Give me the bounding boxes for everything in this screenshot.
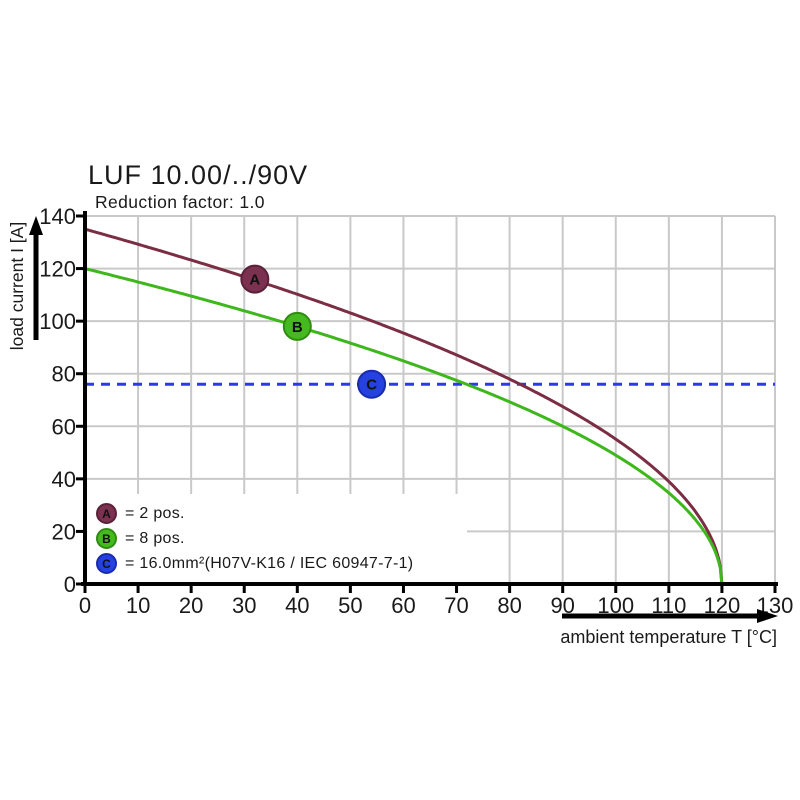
y-tick-label-20: 20 [52,519,76,544]
legend-background [87,494,467,582]
curve-8pos [84,267,724,585]
legend-item-b: B = 8 pos. [96,528,413,549]
x-tick-label-30: 30 [232,593,256,618]
legend-item-a-label: = 2 pos. [125,504,185,522]
marker-a [240,264,270,294]
marker-b [282,311,312,341]
y-tick-label-140: 140 [39,204,76,229]
legend-item-c-label: = 16.0mm²(H07V-K16 / IEC 60947-7-1) [125,554,414,572]
y-tick-label-80: 80 [52,362,76,387]
legend: A = 2 pos. B = 8 pos. C = 16.0mm²(H07V-K16 / … [96,503,413,574]
marker-c [357,369,387,399]
y-tick-label-100: 100 [39,309,76,334]
legend-item-b-label: = 8 pos. [125,529,185,547]
x-tick-label-70: 70 [444,593,468,618]
legend-item-c: C = 16.0mm²(H07V-K16 / IEC 60947-7-1) [96,553,413,574]
x-axis-arrow-head [757,609,778,623]
y-tick-label-40: 40 [52,467,76,492]
x-tick-label-60: 60 [391,593,415,618]
y-axis-arrow-head [29,216,43,235]
x-tick-label-0: 0 [79,593,91,618]
curve-2pos [84,227,724,585]
legend-marker-c-icon: C [96,553,117,574]
chart-title: LUF 10.00/../90V [88,160,309,190]
marker-a-letter: A [249,272,260,289]
marker-c-letter: C [366,377,377,394]
chart-subtitle: Reduction factor: 1.0 [95,192,265,212]
x-tick-label-40: 40 [285,593,309,618]
legend-marker-b-icon: B [96,528,117,549]
marker-b-letter: B [292,319,303,336]
x-tick-label-10: 10 [126,593,150,618]
legend-marker-a-icon: A [96,503,117,524]
y-tick-label-0: 0 [64,572,76,597]
y-tick-label-60: 60 [52,414,76,439]
legend-item-a: A = 2 pos. [96,503,413,524]
x-axis-label: ambient temperature T [°C] [560,627,777,647]
x-tick-label-80: 80 [497,593,521,618]
x-tick-label-20: 20 [179,593,203,618]
x-tick-label-50: 50 [338,593,362,618]
y-tick-label-120: 120 [39,257,76,282]
